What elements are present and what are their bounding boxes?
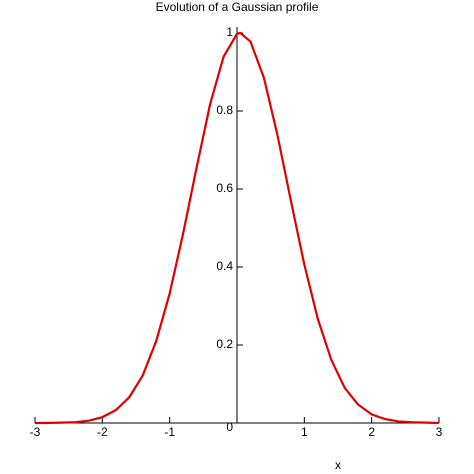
x-tick-label: 2 — [368, 425, 375, 439]
y-tick-label: 0.6 — [216, 181, 233, 195]
curve — [34, 31, 440, 425]
x-tick-label: 1 — [301, 425, 308, 439]
x-axis-label: x — [335, 458, 341, 472]
y-tick-label: 1 — [226, 25, 233, 39]
chart-title: Evolution of a Gaussian profile — [156, 0, 319, 14]
y-tick-label: 0.2 — [216, 337, 233, 351]
x-tick-label: -3 — [30, 425, 41, 439]
y-tick-label: 0.8 — [216, 103, 233, 117]
y-tick-label: 0 — [226, 420, 233, 434]
x-tick-label: -1 — [164, 425, 175, 439]
x-tick-label: 3 — [436, 425, 443, 439]
y-tick-label: 0.4 — [216, 259, 233, 273]
x-tick-label: -2 — [97, 425, 108, 439]
